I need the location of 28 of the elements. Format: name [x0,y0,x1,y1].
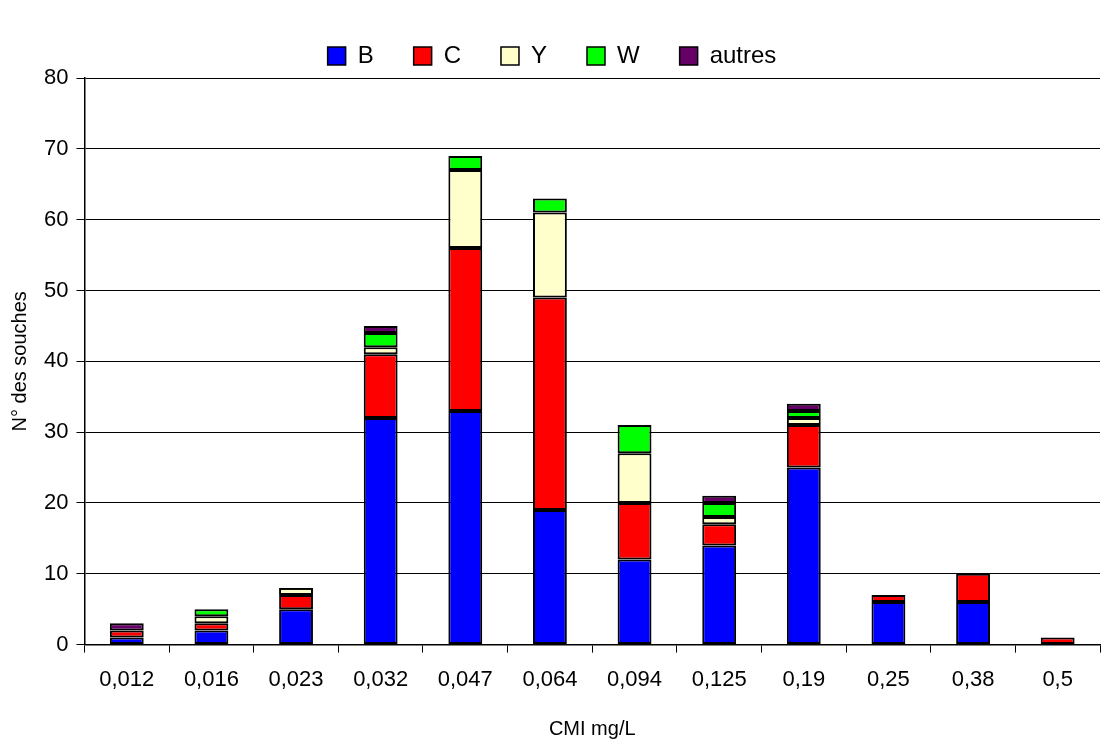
x-tick-label: 0,25 [867,665,910,691]
legend-label: C [443,40,461,68]
y-tick-label: 60 [43,205,69,231]
x-tick-label: 0,094 [607,665,663,691]
x-tick-label: 0,064 [522,665,578,691]
y-tick-label: 70 [43,134,69,160]
y-tick-label: 80 [43,64,69,90]
x-tick-label: 0,19 [782,665,826,691]
x-tick-label: 0,047 [437,665,493,691]
y-tick-label: 30 [43,418,69,444]
legend-label: Y [530,40,547,68]
x-axis-title: CMI mg/L [548,716,636,739]
x-tick-label: 0,125 [691,665,747,691]
x-tick-label: 0,023 [268,665,324,691]
x-tick-label: 0,032 [353,665,409,691]
legend-label: W [617,40,640,68]
y-tick-label: 0 [56,630,69,656]
y-tick-label: 50 [43,276,69,302]
y-tick-label: 40 [43,347,69,373]
x-tick-label: 0,016 [183,665,239,691]
x-tick-label: 0,5 [1042,665,1073,691]
x-tick-label: 0,38 [951,665,995,691]
y-tick-label: 10 [43,559,69,585]
y-tick-label: 20 [43,489,69,515]
legend-label: B [357,40,374,68]
y-axis-title: N° des souches [7,291,30,432]
legend-label: autres [709,40,777,68]
x-tick-label: 0,012 [99,665,155,691]
